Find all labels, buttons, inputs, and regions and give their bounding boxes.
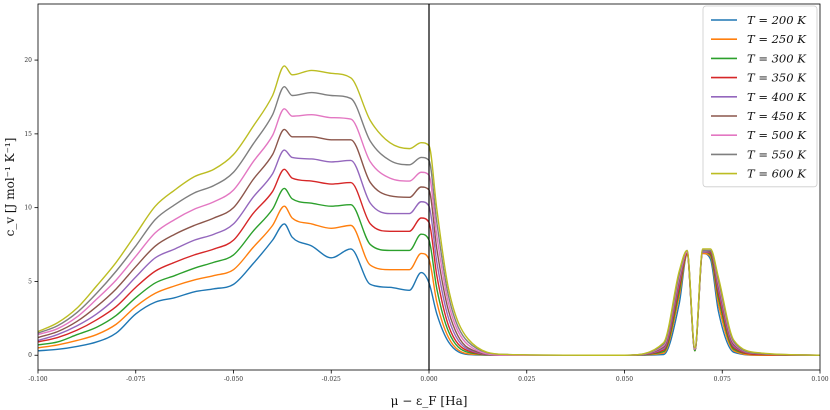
y-tick-label: 10 — [24, 205, 32, 212]
x-axis-label: μ − ε_F [Ha] — [391, 394, 468, 408]
legend: T = 200 K T = 250 K T = 300 K T = 350 K T = … — [702, 5, 818, 188]
x-tick-label: -0.025 — [322, 376, 341, 383]
legend-label-350k: T = 350 K — [747, 71, 807, 85]
x-tick-label: 0.100 — [811, 376, 828, 383]
legend-label-250k: T = 250 K — [747, 32, 807, 46]
legend-label-550k: T = 550 K — [747, 147, 807, 161]
y-axis-label: c_v [J mol⁻¹ K⁻¹] — [3, 138, 17, 237]
x-tick-label: 0.000 — [420, 376, 437, 383]
x-tick-label: 0.050 — [616, 376, 633, 383]
legend-label-400k: T = 400 K — [747, 90, 807, 104]
y-axis-ticks: 0 5 10 15 20 — [24, 57, 38, 359]
series-line-600k — [37, 65, 821, 356]
y-tick-label: 5 — [28, 278, 32, 285]
legend-label-600k: T = 600 K — [747, 167, 807, 181]
legend-label-300k: T = 300 K — [747, 51, 807, 65]
series-lines — [37, 65, 821, 356]
x-tick-label: 0.075 — [714, 376, 731, 383]
legend-label-200k: T = 200 K — [747, 13, 807, 27]
x-tick-label: -0.050 — [224, 376, 243, 383]
series-line-300k — [37, 187, 821, 356]
series-line-500k — [37, 108, 821, 356]
y-tick-label: 0 — [28, 352, 32, 359]
x-axis-ticks: -0.100 -0.075 -0.050 -0.025 0.000 0.025 0.050 0… — [28, 370, 829, 383]
legend-label-500k: T = 500 K — [747, 128, 807, 142]
x-tick-label: 0.025 — [518, 376, 535, 383]
legend-box — [702, 5, 818, 188]
y-tick-label: 20 — [24, 57, 32, 64]
x-tick-label: -0.100 — [28, 376, 47, 383]
legend-label-450k: T = 450 K — [747, 109, 807, 123]
x-tick-label: -0.075 — [126, 376, 145, 383]
y-tick-label: 15 — [24, 131, 32, 138]
